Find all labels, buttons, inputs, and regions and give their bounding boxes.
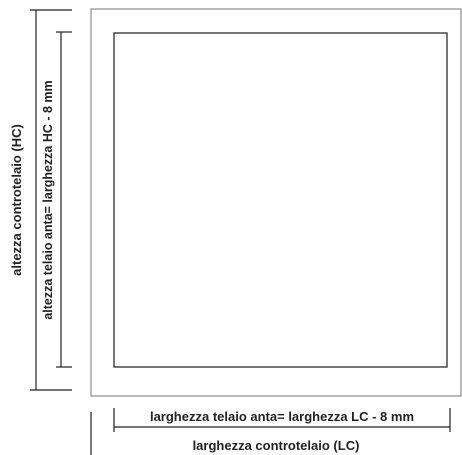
inner-width-dimension: [113, 408, 451, 432]
inner-height-label: altezza telaio anta= larghezza HC - 8 mm: [41, 80, 55, 319]
outer-width-label: larghezza controtelaio (LC): [193, 438, 360, 453]
outer-height-dimension: [30, 9, 72, 391]
inner-height-dimension: [56, 31, 72, 368]
inner-width-label: larghezza telaio anta= larghezza LC - 8 …: [150, 409, 414, 424]
inner-frame: [113, 32, 448, 368]
outer-frame: [90, 8, 462, 397]
outer-height-label: altezza controtelaio (HC): [9, 124, 24, 276]
